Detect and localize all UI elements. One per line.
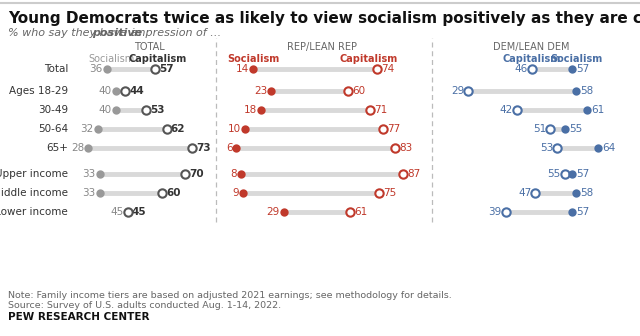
- Text: Capitalism: Capitalism: [128, 54, 186, 64]
- Text: 32: 32: [81, 124, 93, 134]
- Text: Middle income: Middle income: [0, 188, 68, 198]
- Text: Lower income: Lower income: [0, 207, 68, 217]
- Text: 33: 33: [83, 188, 96, 198]
- Text: 65+: 65+: [46, 143, 68, 153]
- Text: 44: 44: [129, 86, 144, 96]
- Text: 57: 57: [577, 207, 589, 217]
- Text: 55: 55: [569, 124, 582, 134]
- Text: 29: 29: [451, 86, 465, 96]
- Text: 10: 10: [227, 124, 241, 134]
- Text: Note: Family income tiers are based on adjusted 2021 earnings; see methodology f: Note: Family income tiers are based on a…: [8, 291, 452, 300]
- Text: 6: 6: [226, 143, 232, 153]
- Text: PEW RESEARCH CENTER: PEW RESEARCH CENTER: [8, 312, 150, 322]
- Text: Upper income: Upper income: [0, 169, 68, 179]
- Text: Socialism: Socialism: [88, 54, 134, 64]
- Text: 77: 77: [387, 124, 400, 134]
- Text: Capitalism: Capitalism: [502, 54, 561, 64]
- Text: TOTAL: TOTAL: [134, 42, 164, 52]
- Text: Source: Survey of U.S. adults conducted Aug. 1-14, 2022.: Source: Survey of U.S. adults conducted …: [8, 301, 281, 310]
- Text: 40: 40: [99, 105, 112, 115]
- Text: 14: 14: [236, 64, 249, 74]
- Text: 45: 45: [110, 207, 124, 217]
- Text: 57: 57: [577, 64, 589, 74]
- Text: Young Democrats twice as likely to view socialism positively as they are capital: Young Democrats twice as likely to view …: [8, 11, 640, 26]
- Text: 51: 51: [533, 124, 546, 134]
- Text: REP/LEAN REP: REP/LEAN REP: [287, 42, 357, 52]
- Text: 57: 57: [159, 64, 173, 74]
- Text: 47: 47: [518, 188, 531, 198]
- Text: 61: 61: [354, 207, 367, 217]
- Text: positive: positive: [92, 28, 142, 38]
- Text: 74: 74: [381, 64, 394, 74]
- Text: Ages 18-29: Ages 18-29: [9, 86, 68, 96]
- Text: DEM/LEAN DEM: DEM/LEAN DEM: [493, 42, 570, 52]
- Text: 62: 62: [171, 124, 185, 134]
- Text: 71: 71: [374, 105, 388, 115]
- Text: 64: 64: [602, 143, 616, 153]
- Text: 8: 8: [230, 169, 237, 179]
- Text: 61: 61: [591, 105, 604, 115]
- Text: Total: Total: [44, 64, 68, 74]
- Text: 23: 23: [254, 86, 268, 96]
- Text: 60: 60: [352, 86, 365, 96]
- Text: 55: 55: [548, 169, 561, 179]
- Text: Socialism: Socialism: [227, 54, 279, 64]
- Text: 42: 42: [499, 105, 513, 115]
- Text: Socialism: Socialism: [550, 54, 602, 64]
- Text: 36: 36: [90, 64, 103, 74]
- Text: 70: 70: [189, 169, 204, 179]
- Text: Capitalism: Capitalism: [339, 54, 397, 64]
- Text: 75: 75: [383, 188, 396, 198]
- Text: % who say they have a: % who say they have a: [8, 28, 141, 38]
- Text: 33: 33: [83, 169, 96, 179]
- Text: 53: 53: [150, 105, 164, 115]
- Text: 58: 58: [580, 188, 593, 198]
- Text: 39: 39: [488, 207, 502, 217]
- Text: 58: 58: [580, 86, 593, 96]
- Text: 46: 46: [515, 64, 527, 74]
- Text: 18: 18: [244, 105, 257, 115]
- Text: 87: 87: [408, 169, 420, 179]
- Text: 60: 60: [166, 188, 180, 198]
- Text: 9: 9: [232, 188, 239, 198]
- Text: 53: 53: [540, 143, 554, 153]
- Text: 57: 57: [577, 169, 589, 179]
- Text: 73: 73: [196, 143, 211, 153]
- Text: 45: 45: [131, 207, 146, 217]
- Text: 50-64: 50-64: [38, 124, 68, 134]
- Text: 28: 28: [71, 143, 84, 153]
- Text: 40: 40: [99, 86, 112, 96]
- Text: 83: 83: [399, 143, 413, 153]
- Text: 29: 29: [267, 207, 280, 217]
- Text: impression of …: impression of …: [127, 28, 221, 38]
- Text: 30-49: 30-49: [38, 105, 68, 115]
